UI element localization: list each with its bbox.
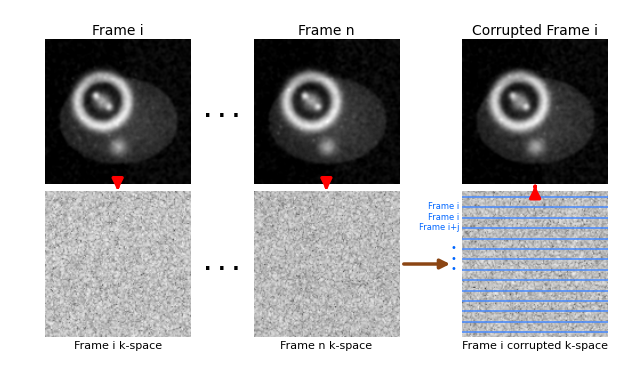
Text: . . .: . . .	[204, 102, 240, 121]
Text: . . .: . . .	[204, 255, 240, 274]
X-axis label: Frame i corrupted k-space: Frame i corrupted k-space	[462, 341, 608, 351]
Title: Frame n: Frame n	[298, 24, 355, 38]
Title: Frame i: Frame i	[92, 24, 143, 38]
Text: Frame i: Frame i	[428, 213, 460, 222]
Title: Corrupted Frame i: Corrupted Frame i	[472, 24, 598, 38]
Text: •: •	[450, 264, 456, 274]
X-axis label: Frame i k-space: Frame i k-space	[74, 341, 162, 351]
X-axis label: Frame n k-space: Frame n k-space	[280, 341, 372, 351]
Text: Frame i: Frame i	[428, 202, 460, 211]
Text: •: •	[450, 243, 456, 253]
Text: Frame i+j: Frame i+j	[419, 223, 460, 232]
Text: •: •	[450, 254, 456, 264]
